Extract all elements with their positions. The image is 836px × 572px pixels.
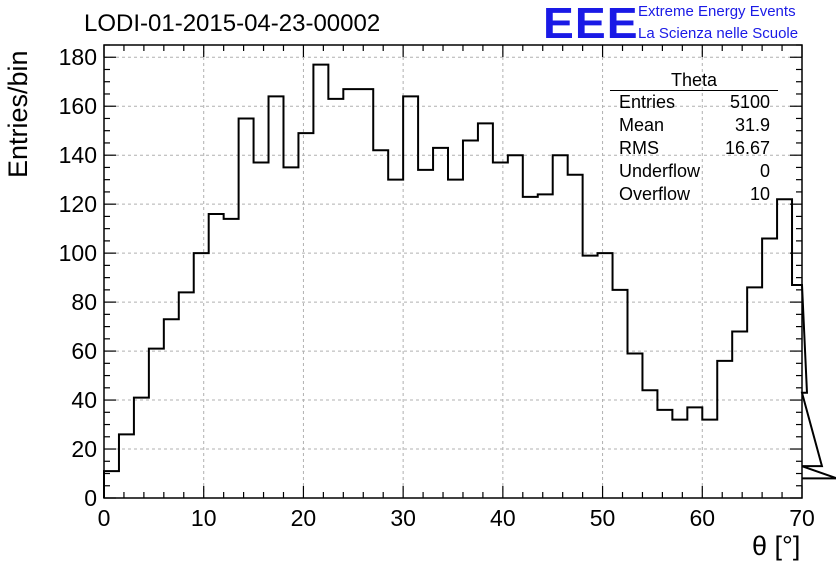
stats-value: 31.9 xyxy=(734,115,770,135)
y-tick-label: 0 xyxy=(84,485,97,511)
stats-label: Underflow xyxy=(619,161,701,181)
x-tick-label: 0 xyxy=(98,505,111,531)
y-tick-label: 60 xyxy=(71,338,97,364)
y-tick-label: 160 xyxy=(59,93,97,119)
stats-title: Theta xyxy=(610,70,778,91)
stats-row-entries: Entries 5100 xyxy=(610,91,778,114)
y-tick-label: 100 xyxy=(59,240,97,266)
x-tick-label: 70 xyxy=(789,505,815,531)
logo-line-1: Extreme Energy Events xyxy=(638,3,796,20)
y-tick-label: 20 xyxy=(71,436,97,462)
y-tick-label: 140 xyxy=(59,142,97,168)
histogram-series xyxy=(103,63,836,498)
stats-value: 5100 xyxy=(729,92,770,112)
eee-logo: EEE xyxy=(543,0,639,48)
y-tick-label: 120 xyxy=(59,191,97,217)
y-tick-label: 180 xyxy=(59,44,97,70)
stats-label: Overflow xyxy=(619,184,691,204)
stats-row-overflow: Overflow 10 xyxy=(610,183,778,206)
stats-label: Entries xyxy=(619,92,676,112)
stats-value: 10 xyxy=(749,184,770,204)
x-tick-label: 40 xyxy=(490,505,516,531)
x-tick-label: 30 xyxy=(390,505,416,531)
x-axis-ticks: 0 10 20 30 40 50 60 70 xyxy=(98,45,815,531)
stats-value: 16.67 xyxy=(724,138,770,158)
grid-lines xyxy=(104,45,802,498)
stats-value: 0 xyxy=(759,161,770,181)
x-axis-label: θ [°] xyxy=(752,531,801,561)
logo-line-2: La Scienza nelle Scuole xyxy=(638,25,799,42)
y-tick-label: 40 xyxy=(71,387,97,413)
x-tick-label: 10 xyxy=(191,505,217,531)
stats-row-underflow: Underflow 0 xyxy=(610,160,778,183)
x-tick-label: 50 xyxy=(590,505,616,531)
chart-title: LODI-01-2015-04-23-00002 xyxy=(84,10,381,37)
x-tick-label: 20 xyxy=(291,505,317,531)
y-tick-label: 80 xyxy=(71,289,97,315)
x-tick-label: 60 xyxy=(689,505,715,531)
stats-box: Theta Entries 5100 Mean 31.9 RMS 16.67 U… xyxy=(610,70,778,206)
y-axis-label: Entries/bin xyxy=(3,50,33,178)
stats-label: RMS xyxy=(619,138,659,158)
stats-label: Mean xyxy=(619,115,665,135)
stats-row-mean: Mean 31.9 xyxy=(610,114,778,137)
stats-row-rms: RMS 16.67 xyxy=(610,137,778,160)
plot-frame xyxy=(103,44,803,499)
